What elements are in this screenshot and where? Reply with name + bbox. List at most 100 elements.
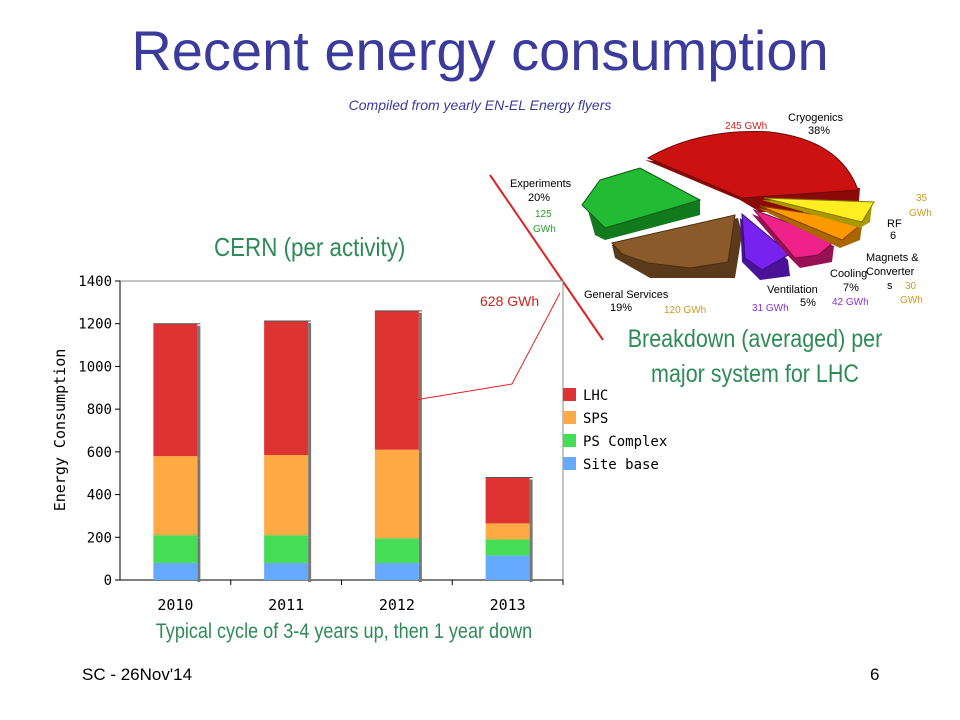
bar-depth-edge — [418, 451, 422, 541]
bar-depth-edge — [197, 537, 201, 565]
pie-label-ventilation-pct: 5% — [800, 297, 816, 309]
bar-depth-edge — [529, 557, 533, 582]
bar-segment-sps — [485, 523, 530, 540]
pie-label-rf: RF — [887, 218, 902, 230]
bar-segment-lhc — [264, 320, 309, 456]
pie-label-ventilation: Ventilation — [767, 284, 818, 296]
bar-segment-sps — [264, 455, 309, 536]
x-tick-label: 2012 — [379, 596, 415, 614]
y-axis-ticks: 0 200 400 600 800 1000 1200 1400 — [78, 274, 120, 589]
bar-depth-edge — [418, 540, 422, 565]
slide-title: Recent energy consumption — [131, 19, 829, 82]
x-axis-ticks: 2010 2011 2012 2013 — [157, 580, 564, 614]
bar-segment-lhc — [374, 310, 419, 450]
pie-label-experiments-pct: 20% — [528, 192, 550, 204]
bar-segment-ps-complex — [374, 538, 419, 563]
pie-slice-cryogenics — [645, 131, 860, 212]
pie-label-experiments-gwh-2: GWh — [533, 224, 556, 235]
pie-label-cooling-gwh: 42 GWh — [832, 297, 869, 308]
x-tick-label: 2011 — [268, 596, 304, 614]
pie-slice-ventilation — [740, 212, 791, 280]
pie-label-general-services: General Services — [584, 289, 669, 301]
bar-segment-ps-complex — [485, 539, 530, 556]
pie-slice-general-services — [611, 214, 742, 278]
pie-label-cryogenics-pct: 38% — [808, 125, 830, 137]
bar-depth-edge — [418, 312, 422, 452]
y-tick-label: 0 — [104, 573, 112, 589]
breakdown-caption-line-1: Breakdown (averaged) per — [627, 325, 883, 353]
y-tick-label: 400 — [87, 488, 112, 504]
x-tick-label: 2013 — [490, 596, 526, 614]
bar-segment-site-base — [264, 562, 309, 580]
pie-label-magnets-3: s — [887, 280, 893, 292]
pie-label-magnets-gwh-2: GWh — [900, 295, 923, 306]
bar-depth-edge — [529, 479, 533, 526]
pie-label-magnets-2: Converter — [866, 266, 915, 278]
cern-per-activity-label: CERN (per activity) — [214, 232, 406, 262]
y-tick-label: 1400 — [78, 274, 112, 290]
bar-depth-edge — [308, 322, 312, 458]
bar-segment-sps — [374, 449, 419, 539]
bar-segment-lhc — [153, 323, 198, 457]
pie-label-general-services-gwh: 120 GWh — [664, 305, 706, 316]
legend-label: Site base — [583, 457, 659, 473]
pie-label-cryogenics-gwh: 245 GWh — [725, 121, 767, 132]
legend-swatch — [563, 457, 576, 470]
pie-label-cooling-pct: 7% — [843, 282, 859, 294]
bar-depth-edge — [197, 458, 201, 538]
bar-segment-sps — [153, 456, 198, 536]
bar-depth-edge — [308, 457, 312, 538]
bar-depth-edge — [418, 564, 422, 582]
y-tick-label: 1000 — [78, 359, 112, 375]
breakdown-caption: Breakdown (averaged) per major system fo… — [609, 322, 901, 392]
bar-stacks — [153, 310, 533, 582]
callout-628-gwh: 628 GWh — [480, 293, 539, 309]
bar-depth-edge — [308, 537, 312, 565]
pie-label-cryogenics: Cryogenics — [788, 112, 844, 124]
page-number: 6 — [870, 665, 880, 684]
bar-depth-edge — [308, 564, 312, 582]
pie-label-experiments: Experiments — [510, 178, 572, 190]
bar-segment-site-base — [485, 555, 530, 580]
bar-segment-site-base — [153, 562, 198, 580]
pie-label-general-services-pct: 19% — [610, 302, 632, 314]
pie-label-experiments-gwh-1: 125 — [535, 209, 552, 220]
lhc-breakdown-pie-chart — [581, 131, 875, 280]
footer-date: SC - 26Nov'14 — [82, 665, 193, 684]
bar-segment-ps-complex — [153, 535, 198, 563]
legend-swatch — [563, 388, 576, 401]
legend-label: SPS — [583, 411, 608, 427]
legend-swatch — [563, 411, 576, 424]
pie-label-rf-gwh-2: GWh — [909, 208, 932, 219]
bar-depth-edge — [197, 564, 201, 582]
x-tick-label: 2010 — [157, 596, 193, 614]
pie-cross-line — [489, 174, 604, 341]
y-tick-label: 800 — [87, 402, 112, 418]
pie-label-cooling: Cooling — [830, 268, 867, 280]
legend-label: LHC — [583, 388, 608, 404]
y-tick-label: 600 — [87, 445, 112, 461]
bar-segment-ps-complex — [264, 535, 309, 563]
bar-legend: LHC SPS PS Complex Site base — [563, 388, 667, 473]
bar-depth-edge — [529, 525, 533, 542]
pie-labels: Cryogenics 38% 245 GWh 35 GWh RF 6 Magne… — [510, 112, 932, 316]
y-tick-label: 200 — [87, 530, 112, 546]
pie-label-rf-gwh-1: 35 — [916, 193, 928, 204]
pie-label-ventilation-gwh: 31 GWh — [752, 303, 789, 314]
lhc-2011-callout: 628 GWh — [414, 292, 561, 401]
cycle-note: Typical cycle of 3-4 years up, then 1 ye… — [155, 620, 533, 643]
bar-segment-site-base — [374, 562, 419, 580]
bar-depth-edge — [529, 541, 533, 558]
bar-depth-edge — [197, 325, 201, 459]
slide-subtitle: Compiled from yearly EN-EL Energy flyers — [348, 97, 612, 113]
pie-label-rf-pct: 6 — [890, 230, 896, 242]
bar-segment-lhc — [485, 477, 530, 524]
legend-swatch — [563, 434, 576, 447]
pie-slice-experiments — [581, 167, 702, 240]
legend-label: PS Complex — [583, 434, 667, 450]
pie-label-magnets-1: Magnets & — [866, 252, 919, 264]
pie-label-magnets-gwh-1: 30 — [905, 281, 917, 292]
y-axis-label: Energy Consumption — [51, 349, 69, 512]
